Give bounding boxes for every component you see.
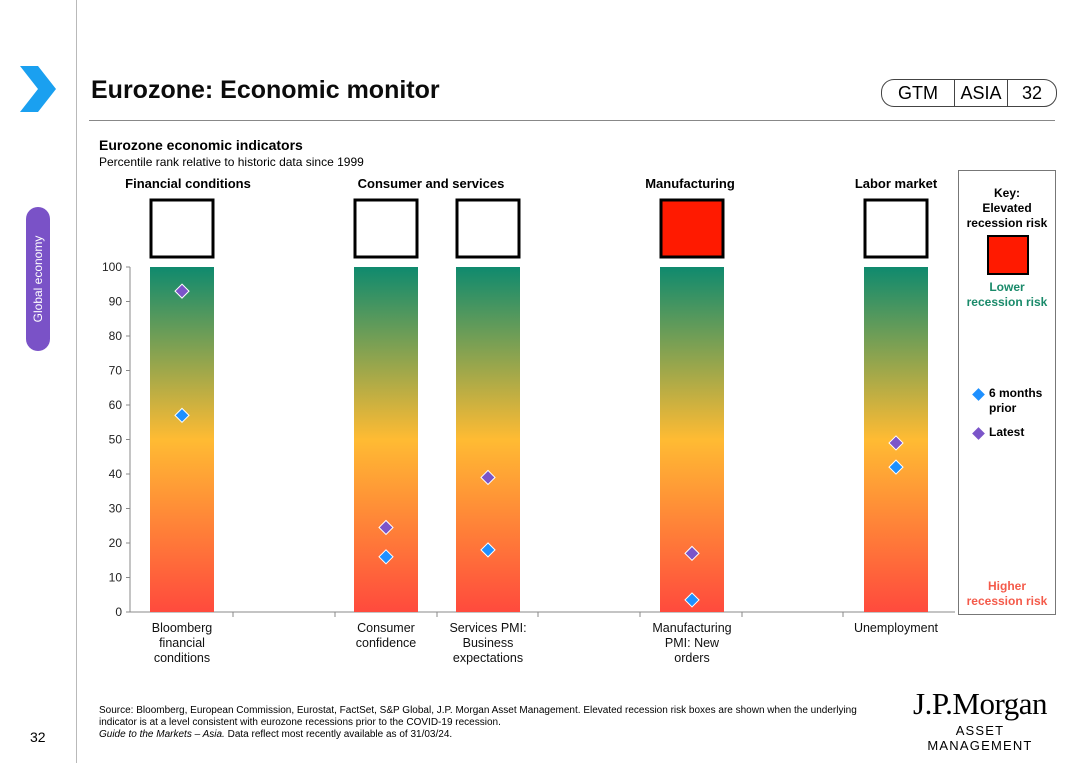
guide-title: Guide to the Markets – Asia. (99, 729, 225, 740)
legend-label: 6 months (989, 386, 1043, 400)
latest-marker (480, 469, 496, 486)
x-category-label: financial (159, 636, 205, 650)
lower-risk-label: Lower recession risk (959, 280, 1055, 310)
elevated-risk-swatch (987, 235, 1029, 275)
x-category-label: Business (463, 636, 514, 650)
x-category-label: PMI: New (665, 636, 720, 650)
y-tick-label: 40 (109, 467, 123, 481)
x-category-label: confidence (356, 636, 417, 650)
left-rule (76, 0, 77, 763)
latest-marker (174, 283, 190, 299)
slide-number-tag: 32 (1021, 82, 1043, 103)
diamond-marker-icon (972, 388, 985, 401)
lower-risk-line: Lower (989, 280, 1025, 294)
x-category-label: Unemployment (854, 621, 939, 635)
key-panel: Key: Elevated recession risk Lower reces… (958, 170, 1056, 615)
logo-subtitle: ASSET MANAGEMENT (927, 723, 1033, 753)
key-title: Key: Elevated recession risk (959, 186, 1055, 231)
legend-six-months-prior: 6 months prior (972, 386, 1043, 416)
y-tick-label: 10 (109, 571, 123, 585)
y-tick-label: 90 (109, 295, 123, 309)
x-category-label: Services PMI: (449, 621, 526, 635)
risk-box (149, 198, 215, 259)
page-number: 32 (30, 729, 46, 745)
chart-title: Eurozone economic indicators (99, 137, 303, 153)
six-months-prior-marker (174, 407, 190, 424)
latest-marker (378, 519, 394, 536)
six-months-prior-marker (888, 459, 904, 475)
higher-risk-line: Higher (987, 579, 1026, 593)
six-months-prior-marker (378, 549, 394, 565)
latest-marker (684, 545, 700, 562)
group-header: Manufacturing (645, 176, 735, 191)
gtm-separator (1007, 80, 1008, 106)
risk-box (353, 198, 419, 259)
y-tick-label: 80 (109, 329, 123, 343)
y-tick-label: 70 (109, 364, 123, 378)
source-note: Source: Bloomberg, European Commission, … (99, 705, 859, 741)
risk-box (455, 198, 521, 259)
y-tick-label: 20 (109, 536, 123, 550)
gtm-separator (954, 80, 955, 106)
six-months-prior-marker (684, 592, 700, 608)
x-category-label: Manufacturing (652, 621, 731, 635)
legend-label: Latest (989, 425, 1025, 439)
section-tab[interactable]: Global economy (26, 207, 50, 351)
group-header: Consumer and services (358, 176, 505, 191)
chart-subtitle: Percentile rank relative to historic dat… (99, 155, 364, 169)
title-divider (89, 120, 1055, 121)
region-tag: ASIA (960, 82, 1002, 103)
legend-latest: Latest (972, 425, 1025, 440)
elevated-risk-box (659, 198, 725, 259)
legend-label: prior (989, 401, 1017, 415)
x-category-label: expectations (453, 651, 523, 665)
x-category-label: Consumer (357, 621, 415, 635)
logo-wordmark: J.P.Morgan (913, 686, 1047, 721)
gtm-tag: GTM (898, 82, 938, 103)
jpmorgan-logo: J.P.Morgan ASSET MANAGEMENT (905, 686, 1055, 754)
group-header: Labor market (855, 176, 938, 191)
gtm-badge: GTM ASIA 32 (881, 79, 1057, 107)
latest-marker (888, 435, 904, 451)
page-title: Eurozone: Economic monitor (91, 76, 440, 104)
y-tick-label: 30 (109, 502, 123, 516)
y-tick-label: 60 (109, 398, 123, 412)
x-category-label: Bloomberg (152, 621, 212, 635)
higher-risk-label: Higher recession risk (959, 579, 1055, 609)
source-text: Source: Bloomberg, European Commission, … (99, 705, 857, 728)
key-title-line: Elevated (982, 201, 1032, 215)
x-category-label: orders (674, 651, 709, 665)
gradient-bar (150, 267, 214, 612)
six-months-prior-marker (480, 542, 496, 558)
y-tick-label: 100 (102, 260, 122, 274)
group-header: Financial conditions (125, 176, 251, 191)
higher-risk-line: recession risk (966, 594, 1048, 608)
key-title-line: Key: (993, 186, 1020, 200)
risk-box (863, 198, 929, 259)
x-category-label: conditions (154, 651, 210, 665)
y-tick-label: 50 (109, 433, 123, 447)
key-title-line: recession risk (966, 216, 1048, 230)
diamond-marker-icon (972, 427, 985, 440)
gradient-bar (456, 267, 520, 612)
y-tick-label: 0 (115, 605, 122, 619)
data-note: Data reflect most recently available as … (227, 729, 453, 740)
lower-risk-line: recession risk (966, 295, 1048, 309)
chevron-right-icon (20, 66, 56, 112)
